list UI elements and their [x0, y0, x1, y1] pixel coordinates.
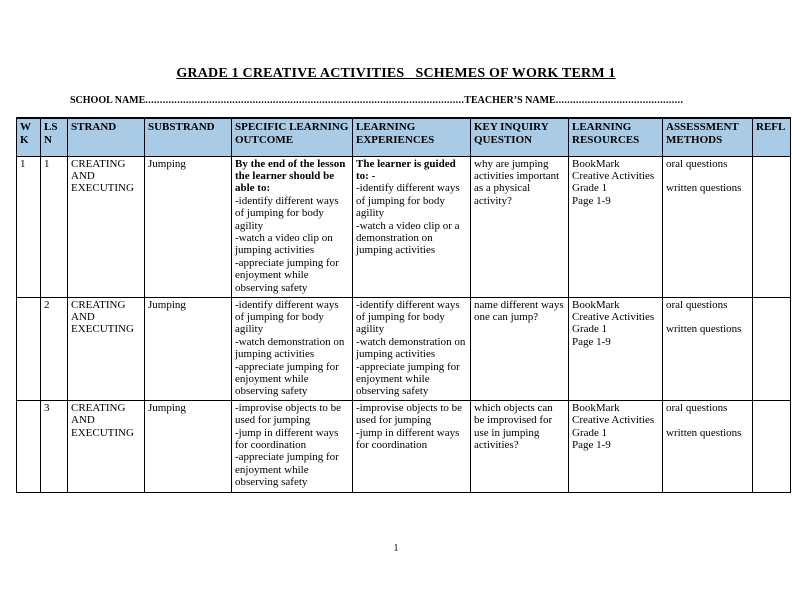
column-header-key-inquiry-question: KEY INQUIRY QUESTION [470, 117, 569, 157]
cell-lsn: 3 [40, 399, 68, 493]
outcome-list: -improvise objects to be used for jumpin… [235, 401, 342, 489]
column-header-substrand: SUBSTRAND [144, 117, 232, 157]
cell-strand: CREATING AND EXECUTING [67, 399, 145, 493]
cell-learning-resources: BookMark Creative Activities Grade 1 Pag… [568, 399, 663, 493]
cell-specific-learning-outcome: -identify different ways of jumping for … [231, 296, 353, 401]
school-name-dots: ........................................… [145, 95, 465, 106]
cell-wk [16, 296, 41, 401]
cell-assessment-methods: oral questions written questions [662, 399, 753, 493]
outcome-list: -identify different ways of jumping for … [235, 298, 345, 398]
column-header-wk: W K [16, 117, 41, 157]
cell-specific-learning-outcome: -improvise objects to be used for jumpin… [231, 399, 353, 493]
cell-substrand: Jumping [144, 296, 232, 401]
cell-lsn: 2 [40, 296, 68, 401]
table-row: 1 1 CREATING AND EXECUTING Jumping By th… [16, 155, 791, 298]
teacher-name-label: TEACHER’S NAME [464, 95, 556, 106]
cell-strand: CREATING AND EXECUTING [67, 155, 145, 298]
teacher-name-dots: ........................................… [555, 95, 684, 106]
cell-refl [752, 296, 791, 401]
column-header-learning-resources: LEARNING RESOURCES [568, 117, 663, 157]
cell-learning-resources: BookMark Creative Activities Grade 1 Pag… [568, 155, 663, 298]
cell-specific-learning-outcome: By the end of the lesson the learner sho… [231, 155, 353, 298]
cell-assessment-methods: oral questions written questions [662, 155, 753, 298]
cell-refl [752, 399, 791, 493]
cell-wk [16, 399, 41, 493]
outcome-lead-in: By the end of the lesson the learner sho… [235, 157, 346, 195]
cell-strand: CREATING AND EXECUTING [67, 296, 145, 401]
cell-assessment-methods: oral questions written questions [662, 296, 753, 401]
cell-lsn: 1 [40, 155, 68, 298]
school-name-label: SCHOOL NAME [70, 95, 146, 106]
column-header-assessment-methods: ASSESSMENT METHODS [662, 117, 753, 157]
cell-learning-resources: BookMark Creative Activities Grade 1 Pag… [568, 296, 663, 401]
experiences-list: -identify different ways of jumping for … [356, 298, 466, 398]
cell-learning-experiences: -identify different ways of jumping for … [352, 296, 471, 401]
cell-key-inquiry-question: name different ways one can jump? [470, 296, 569, 401]
column-header-refl: REFL [752, 117, 791, 157]
experiences-list: -identify different ways of jumping for … [356, 182, 460, 257]
cell-learning-experiences: -improvise objects to be used for jumpin… [352, 399, 471, 493]
column-header-strand: STRAND [67, 117, 145, 157]
cell-key-inquiry-question: why are jumping activities important as … [470, 155, 569, 298]
experiences-lead-in: The learner is guided to: - [356, 157, 456, 182]
schemes-of-work-table: W K LS N STRAND SUBSTRAND SPECIFIC LEARN… [16, 117, 791, 493]
column-header-learning-experiences: LEARNING EXPERIENCES [352, 117, 471, 157]
table-row: 3 CREATING AND EXECUTING Jumping -improv… [16, 399, 791, 493]
cell-wk: 1 [16, 155, 41, 298]
column-header-specific-learning-outcome: SPECIFIC LEARNING OUTCOME [231, 117, 353, 157]
page-title: GRADE 1 CREATIVE ACTIVITIES SCHEMES OF W… [176, 66, 616, 81]
cell-refl [752, 155, 791, 298]
cell-substrand: Jumping [144, 155, 232, 298]
cell-learning-experiences: The learner is guided to: - -identify di… [352, 155, 471, 298]
column-header-lsn: LS N [40, 117, 68, 157]
experiences-list: -improvise objects to be used for jumpin… [356, 401, 463, 451]
name-line: SCHOOL NAME.............................… [70, 95, 762, 106]
outcome-list: -identify different ways of jumping for … [235, 194, 339, 294]
table-header-row: W K LS N STRAND SUBSTRAND SPECIFIC LEARN… [16, 117, 791, 157]
table-row: 2 CREATING AND EXECUTING Jumping -identi… [16, 296, 791, 401]
cell-substrand: Jumping [144, 399, 232, 493]
page-number: 1 [393, 543, 399, 554]
cell-key-inquiry-question: which objects can be improvised for use … [470, 399, 569, 493]
